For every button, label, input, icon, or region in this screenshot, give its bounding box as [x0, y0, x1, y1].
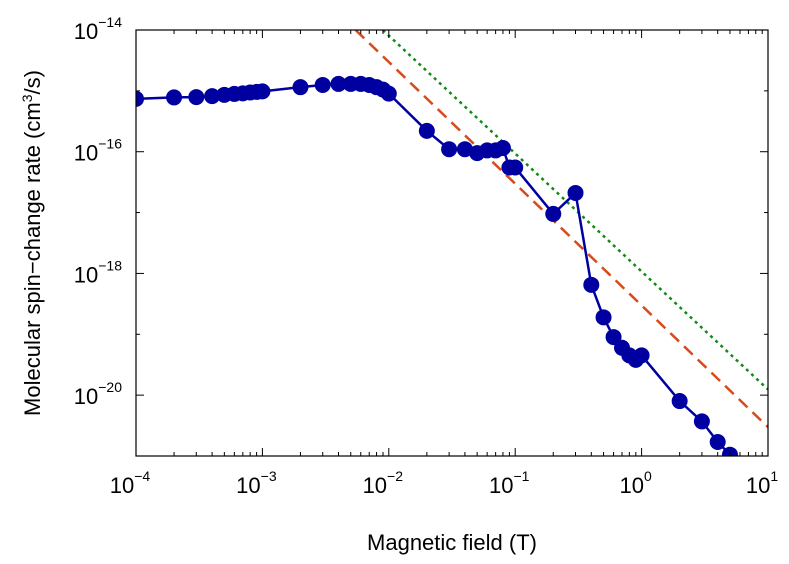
y-tick-label: 10−14	[74, 14, 122, 44]
y-tick-label: 10−20	[74, 379, 122, 409]
data-point	[605, 329, 622, 346]
y-tick-label: 10−18	[74, 257, 122, 287]
data-point	[204, 88, 221, 105]
x-tick-label: 100	[619, 468, 651, 498]
y-axis-title-end: /s)	[20, 70, 45, 94]
data-point	[441, 141, 458, 158]
y-tick-label-base: 10	[74, 19, 98, 44]
x-axis-title: Magnetic field (T)	[367, 530, 537, 555]
x-tick-label-exp: −1	[513, 468, 529, 484]
data-point	[418, 122, 435, 139]
x-tick-label: 10−4	[110, 468, 151, 498]
y-tick-label-exp: −16	[98, 136, 122, 152]
data-point	[136, 90, 144, 107]
x-tick-label-exp: 1	[770, 468, 778, 484]
x-tick-label-base: 10	[363, 473, 387, 498]
data-point	[567, 184, 584, 201]
data-point	[583, 276, 600, 293]
data-point	[721, 446, 738, 456]
y-axis-title-main: Molecular spin−change rate (cm	[20, 102, 45, 416]
data-point	[330, 75, 347, 92]
x-tick-label-exp: −4	[134, 468, 150, 484]
y-tick-label-base: 10	[74, 262, 98, 287]
x-tick-labels: 10−4 10−3 10−2 10−1 100 101	[110, 468, 779, 498]
data-point	[494, 140, 511, 157]
data-point	[545, 205, 562, 222]
plot-frame	[135, 29, 769, 457]
data-point	[380, 85, 397, 102]
y-tick-label: 10−16	[74, 136, 122, 166]
tick-marks	[135, 29, 769, 457]
data-point	[292, 79, 309, 96]
data-point	[507, 159, 524, 176]
y-axis-title: Molecular spin−change rate (cm3/s)	[19, 70, 45, 416]
data-point	[671, 393, 688, 410]
x-tick-label: 10−3	[236, 468, 277, 498]
x-tick-label-base: 10	[746, 473, 770, 498]
y-tick-label-exp: −20	[98, 379, 122, 395]
x-tick-label-base: 10	[236, 473, 260, 498]
data-point	[188, 89, 205, 106]
x-tick-label: 101	[746, 468, 778, 498]
data-point	[314, 76, 331, 93]
x-tick-label: 10−1	[489, 468, 530, 498]
data-point	[709, 433, 726, 450]
data-point	[595, 309, 612, 326]
y-tick-label-base: 10	[74, 384, 98, 409]
x-tick-label: 10−2	[363, 468, 404, 498]
x-tick-label-base: 10	[619, 473, 643, 498]
data-point	[166, 89, 183, 106]
x-tick-label-base: 10	[489, 473, 513, 498]
x-tick-label-base: 10	[110, 473, 134, 498]
data-point	[456, 141, 473, 158]
x-tick-label-exp: −3	[261, 468, 277, 484]
y-tick-label-base: 10	[74, 141, 98, 166]
y-tick-label-exp: −18	[98, 257, 122, 273]
y-axis-title-sup: 3	[19, 94, 35, 102]
data-point	[254, 83, 271, 100]
series-layer	[136, 30, 768, 456]
data-point	[693, 413, 710, 430]
x-tick-label-exp: 0	[644, 468, 652, 484]
data-point	[633, 347, 650, 364]
series-line	[354, 30, 768, 429]
y-tick-label-exp: −14	[98, 14, 122, 30]
x-tick-label-exp: −2	[387, 468, 403, 484]
